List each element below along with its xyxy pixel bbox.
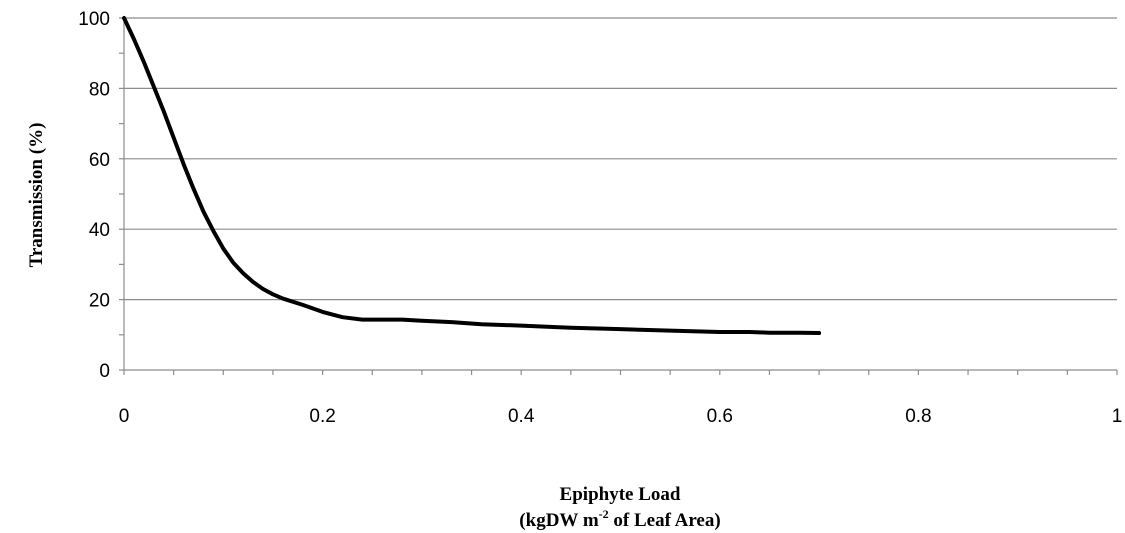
x-axis-units-pre: (kgDW m [519,510,599,531]
x-tick-label-1: 1 [1112,406,1123,427]
x-axis-units-post: of Leaf Area) [609,510,721,531]
tick-labels: 0 20 40 60 80 100 0 0.2 0.4 0.6 0.8 1 [78,9,1122,427]
y-tick-label-0: 0 [99,361,110,382]
x-tick-label-0.6: 0.6 [707,406,733,427]
y-tick-label-60: 60 [89,150,110,171]
x-tick-label-0.2: 0.2 [309,406,335,427]
x-tick-label-0.8: 0.8 [905,406,931,427]
x-tick-label-0: 0 [119,406,130,427]
y-tick-label-80: 80 [89,79,110,100]
y-tick-label-20: 20 [89,291,110,312]
x-axis-title-line2: (kgDW m-2 of Leaf Area) [519,507,720,531]
series-layer [122,16,822,336]
axes [119,17,1118,375]
series-line-0 [122,16,822,336]
y-axis-title: Transmission (%) [26,123,47,268]
x-axis-title: Epiphyte Load [560,484,681,505]
gridlines [124,17,1117,301]
x-axis-units-superscript: -2 [599,507,609,521]
x-tick-label-0.4: 0.4 [508,406,535,427]
y-tick-label-100: 100 [78,9,110,30]
y-tick-label-40: 40 [89,220,110,241]
